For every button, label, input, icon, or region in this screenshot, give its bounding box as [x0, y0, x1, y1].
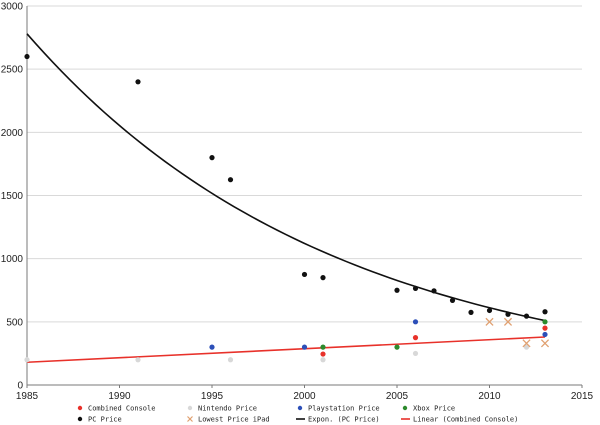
- point-pc-price: [505, 311, 511, 317]
- y-tick-label: 1500: [1, 191, 24, 202]
- legend-item-playstation-price: Playstation Price: [297, 405, 380, 413]
- y-tick-label: 500: [6, 317, 23, 328]
- legend-item-pc-price: PC Price: [77, 416, 122, 424]
- point-mark: [522, 339, 531, 348]
- point-playstation-price: [301, 344, 308, 350]
- point-pc-price: [24, 53, 30, 60]
- point-combined-console: [542, 325, 548, 331]
- point-nintendo-price: [227, 357, 234, 363]
- point-mark: [485, 317, 494, 326]
- legend-label: Playstation Price: [308, 405, 380, 413]
- legend-label: Expon. (PC Price): [308, 416, 380, 424]
- legend-dot-swatch: [77, 405, 83, 411]
- x-tick-label: 2005: [386, 391, 409, 402]
- legend-item-combined-console: Combined Console: [77, 405, 155, 413]
- point-pc-price: [431, 288, 437, 294]
- legend-dot-swatch: [77, 416, 83, 422]
- trend-lines: [26, 33, 546, 364]
- point-xbox-price: [394, 344, 400, 350]
- x-tick-label: 1990: [108, 391, 131, 402]
- y-axis-ticks: 0 500 1000 1500 2000 2500 3000: [1, 2, 24, 392]
- point-mark: [503, 317, 513, 326]
- y-tick-label: 2500: [1, 65, 24, 76]
- point-pc-price: [542, 309, 548, 315]
- point-playstation-price: [412, 319, 419, 325]
- point-lowest-price-ipad: [485, 317, 494, 326]
- x-tick-label: 2015: [571, 391, 594, 402]
- point-lowest-price-ipad: [503, 317, 513, 326]
- point-xbox-price: [542, 319, 548, 325]
- point-combined-console: [412, 335, 419, 341]
- point-nintendo-price: [24, 357, 30, 363]
- y-tick-label: 2000: [1, 128, 24, 139]
- point-nintendo-price: [320, 357, 326, 363]
- legend-item-linear-combined-console: Linear (Combined Console): [401, 416, 518, 424]
- x-tick-label: 1985: [16, 391, 39, 402]
- point-pc-price: [468, 309, 474, 315]
- legend-label: Nintendo Price: [198, 405, 257, 413]
- point-pc-price: [412, 285, 419, 291]
- legend-label: PC Price: [88, 416, 122, 424]
- legend: Combined Console Nintendo Price Playstatio…: [77, 405, 518, 424]
- legend-item-xbox-price: Xbox Price: [402, 405, 455, 413]
- legend-x-swatch: [187, 416, 193, 422]
- legend-dot-swatch: [187, 405, 193, 411]
- trend-line-linear-combined-console: [26, 336, 546, 364]
- trend-line-expon-pc-price: [26, 33, 546, 322]
- point-pc-price: [209, 155, 215, 161]
- x-tick-label: 2000: [293, 391, 316, 402]
- point-mark: [540, 339, 550, 348]
- legend-item-lowest-price-ipad: Lowest Price iPad: [187, 416, 270, 424]
- point-nintendo-price: [412, 350, 419, 357]
- point-pc-price: [301, 271, 308, 278]
- data-points: [24, 53, 550, 363]
- x-tick-label: 2010: [478, 391, 501, 402]
- y-tick-label: 3000: [1, 2, 24, 13]
- point-pc-price: [486, 307, 493, 314]
- legend-label: Lowest Price iPad: [198, 416, 270, 424]
- x-axis-ticks: 1985 1990 1995 2000 2005 2010 2015: [16, 385, 594, 402]
- legend-label: Linear (Combined Console): [413, 416, 518, 424]
- point-lowest-price-ipad: [522, 339, 531, 348]
- y-tick-label: 1000: [1, 254, 24, 265]
- point-playstation-price: [542, 331, 548, 338]
- point-pc-price: [227, 177, 234, 183]
- point-lowest-price-ipad: [540, 339, 550, 348]
- point-combined-console: [320, 351, 326, 357]
- point-pc-price: [394, 287, 400, 293]
- legend-dot-swatch: [402, 405, 408, 411]
- legend-label: Combined Console: [88, 405, 155, 413]
- point-pc-price: [135, 79, 141, 85]
- point-nintendo-price: [523, 344, 530, 350]
- point-pc-price: [320, 275, 326, 281]
- legend-item-expon-pc-price: Expon. (PC Price): [296, 416, 380, 424]
- legend-dot-swatch: [297, 405, 303, 411]
- point-nintendo-price: [135, 357, 141, 363]
- point-pc-price: [449, 297, 456, 303]
- point-playstation-price: [209, 344, 215, 350]
- y-tick-label: 0: [17, 381, 23, 392]
- x-tick-label: 1995: [201, 391, 224, 402]
- point-xbox-price: [320, 344, 326, 350]
- legend-label: Xbox Price: [413, 405, 455, 413]
- legend-item-nintendo-price: Nintendo Price: [187, 405, 257, 413]
- point-pc-price: [523, 313, 530, 319]
